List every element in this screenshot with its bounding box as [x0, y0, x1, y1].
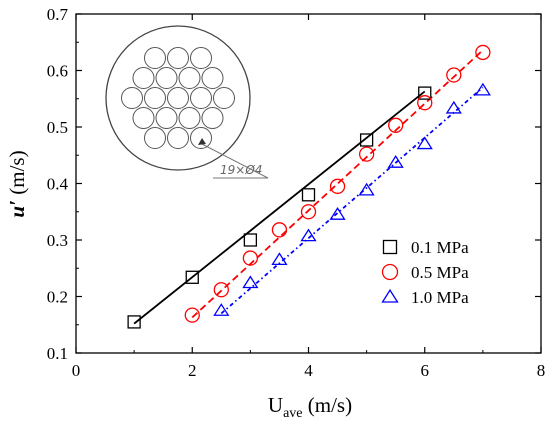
data-point-circle — [271, 222, 288, 238]
y-tick-label: 0.4 — [47, 175, 69, 194]
x-tick-label: 0 — [72, 361, 81, 380]
tube-circle — [201, 107, 224, 129]
fit-line — [220, 86, 484, 315]
data-point-square — [243, 233, 258, 247]
tick-labels: 0 2 4 6 8 0.1 0.2 0.3 0.4 0.5 0.6 0.7 — [47, 5, 546, 380]
data-point-circle — [446, 67, 462, 83]
tube-circle — [155, 67, 178, 89]
y-tick-label: 0.1 — [47, 344, 68, 363]
annotation-leader-line — [199, 142, 269, 179]
y-tick-label: 0.3 — [47, 231, 68, 250]
data-point-circle — [388, 117, 404, 133]
tube-circle — [167, 47, 189, 69]
data-point-square — [301, 188, 316, 202]
tube-circle — [132, 107, 155, 129]
data-point-triangle — [242, 275, 259, 289]
tube-circle — [155, 107, 178, 129]
tube-circle — [144, 87, 166, 109]
data-point-circle — [300, 204, 317, 220]
x-tick-label: 8 — [537, 361, 546, 380]
data-point-square — [127, 315, 141, 329]
tube-annotation: 19×Ø4 — [220, 163, 262, 177]
data-point-circle — [475, 44, 491, 61]
y-tick-label: 0.7 — [47, 5, 69, 24]
data-point-triangle — [381, 288, 399, 303]
legend-label: 1.0 MPa — [411, 288, 469, 307]
tube-circle — [144, 47, 166, 69]
data-points — [127, 44, 491, 329]
fit-line — [133, 90, 426, 325]
data-point-circle — [242, 250, 259, 266]
data-point-triangle — [474, 82, 491, 96]
plot-frame — [75, 13, 542, 354]
tube-circle — [167, 87, 189, 109]
x-tick-label: 6 — [421, 361, 430, 380]
data-point-triangle — [213, 303, 230, 316]
data-point-triangle — [271, 252, 288, 266]
tube-circle — [190, 87, 212, 109]
data-point-triangle — [300, 228, 317, 242]
y-axis-title: u′ (m/s) — [5, 150, 29, 217]
tube-circle — [201, 67, 224, 89]
y-tick-label: 0.6 — [47, 62, 68, 81]
tube-circle — [213, 87, 235, 109]
data-point-circle — [358, 146, 375, 162]
data-point-square — [382, 239, 398, 255]
x-tick-label: 2 — [188, 361, 197, 380]
data-point-triangle — [416, 136, 433, 150]
tube-circle — [190, 47, 212, 69]
annotation-arrowhead — [198, 138, 206, 145]
data-point-square — [359, 133, 374, 147]
tube-circle — [132, 67, 155, 89]
legend: 0.1 MPa 0.5 MPa 1.0 MPa — [381, 238, 469, 307]
data-point-circle — [381, 263, 399, 281]
data-point-triangle — [358, 182, 375, 196]
data-point-triangle — [445, 100, 462, 114]
tube-circle — [167, 127, 189, 149]
y-tick-label: 0.5 — [47, 118, 68, 137]
data-point-circle — [417, 95, 433, 111]
fit-lines — [133, 49, 484, 325]
tube-circle — [190, 127, 212, 149]
data-point-circle — [184, 307, 200, 323]
x-tick-label: 4 — [304, 361, 313, 380]
data-point-square — [418, 86, 432, 100]
x-axis-title: Uave (m/s) — [268, 393, 352, 421]
tube-circle — [178, 107, 201, 129]
tube-circle — [144, 127, 166, 149]
legend-label: 0.5 MPa — [411, 263, 469, 282]
tube-circle — [178, 67, 201, 89]
data-point-square — [185, 270, 199, 284]
data-point-triangle — [387, 155, 404, 168]
data-point-circle — [213, 282, 229, 298]
legend-label: 0.1 MPa — [411, 238, 469, 257]
data-point-circle — [329, 178, 346, 194]
tube-bundle-cross-section-icon: 19×Ø4 — [105, 25, 269, 179]
data-point-triangle — [329, 207, 346, 220]
tube-circle — [121, 87, 143, 109]
y-tick-label: 0.2 — [47, 288, 68, 307]
